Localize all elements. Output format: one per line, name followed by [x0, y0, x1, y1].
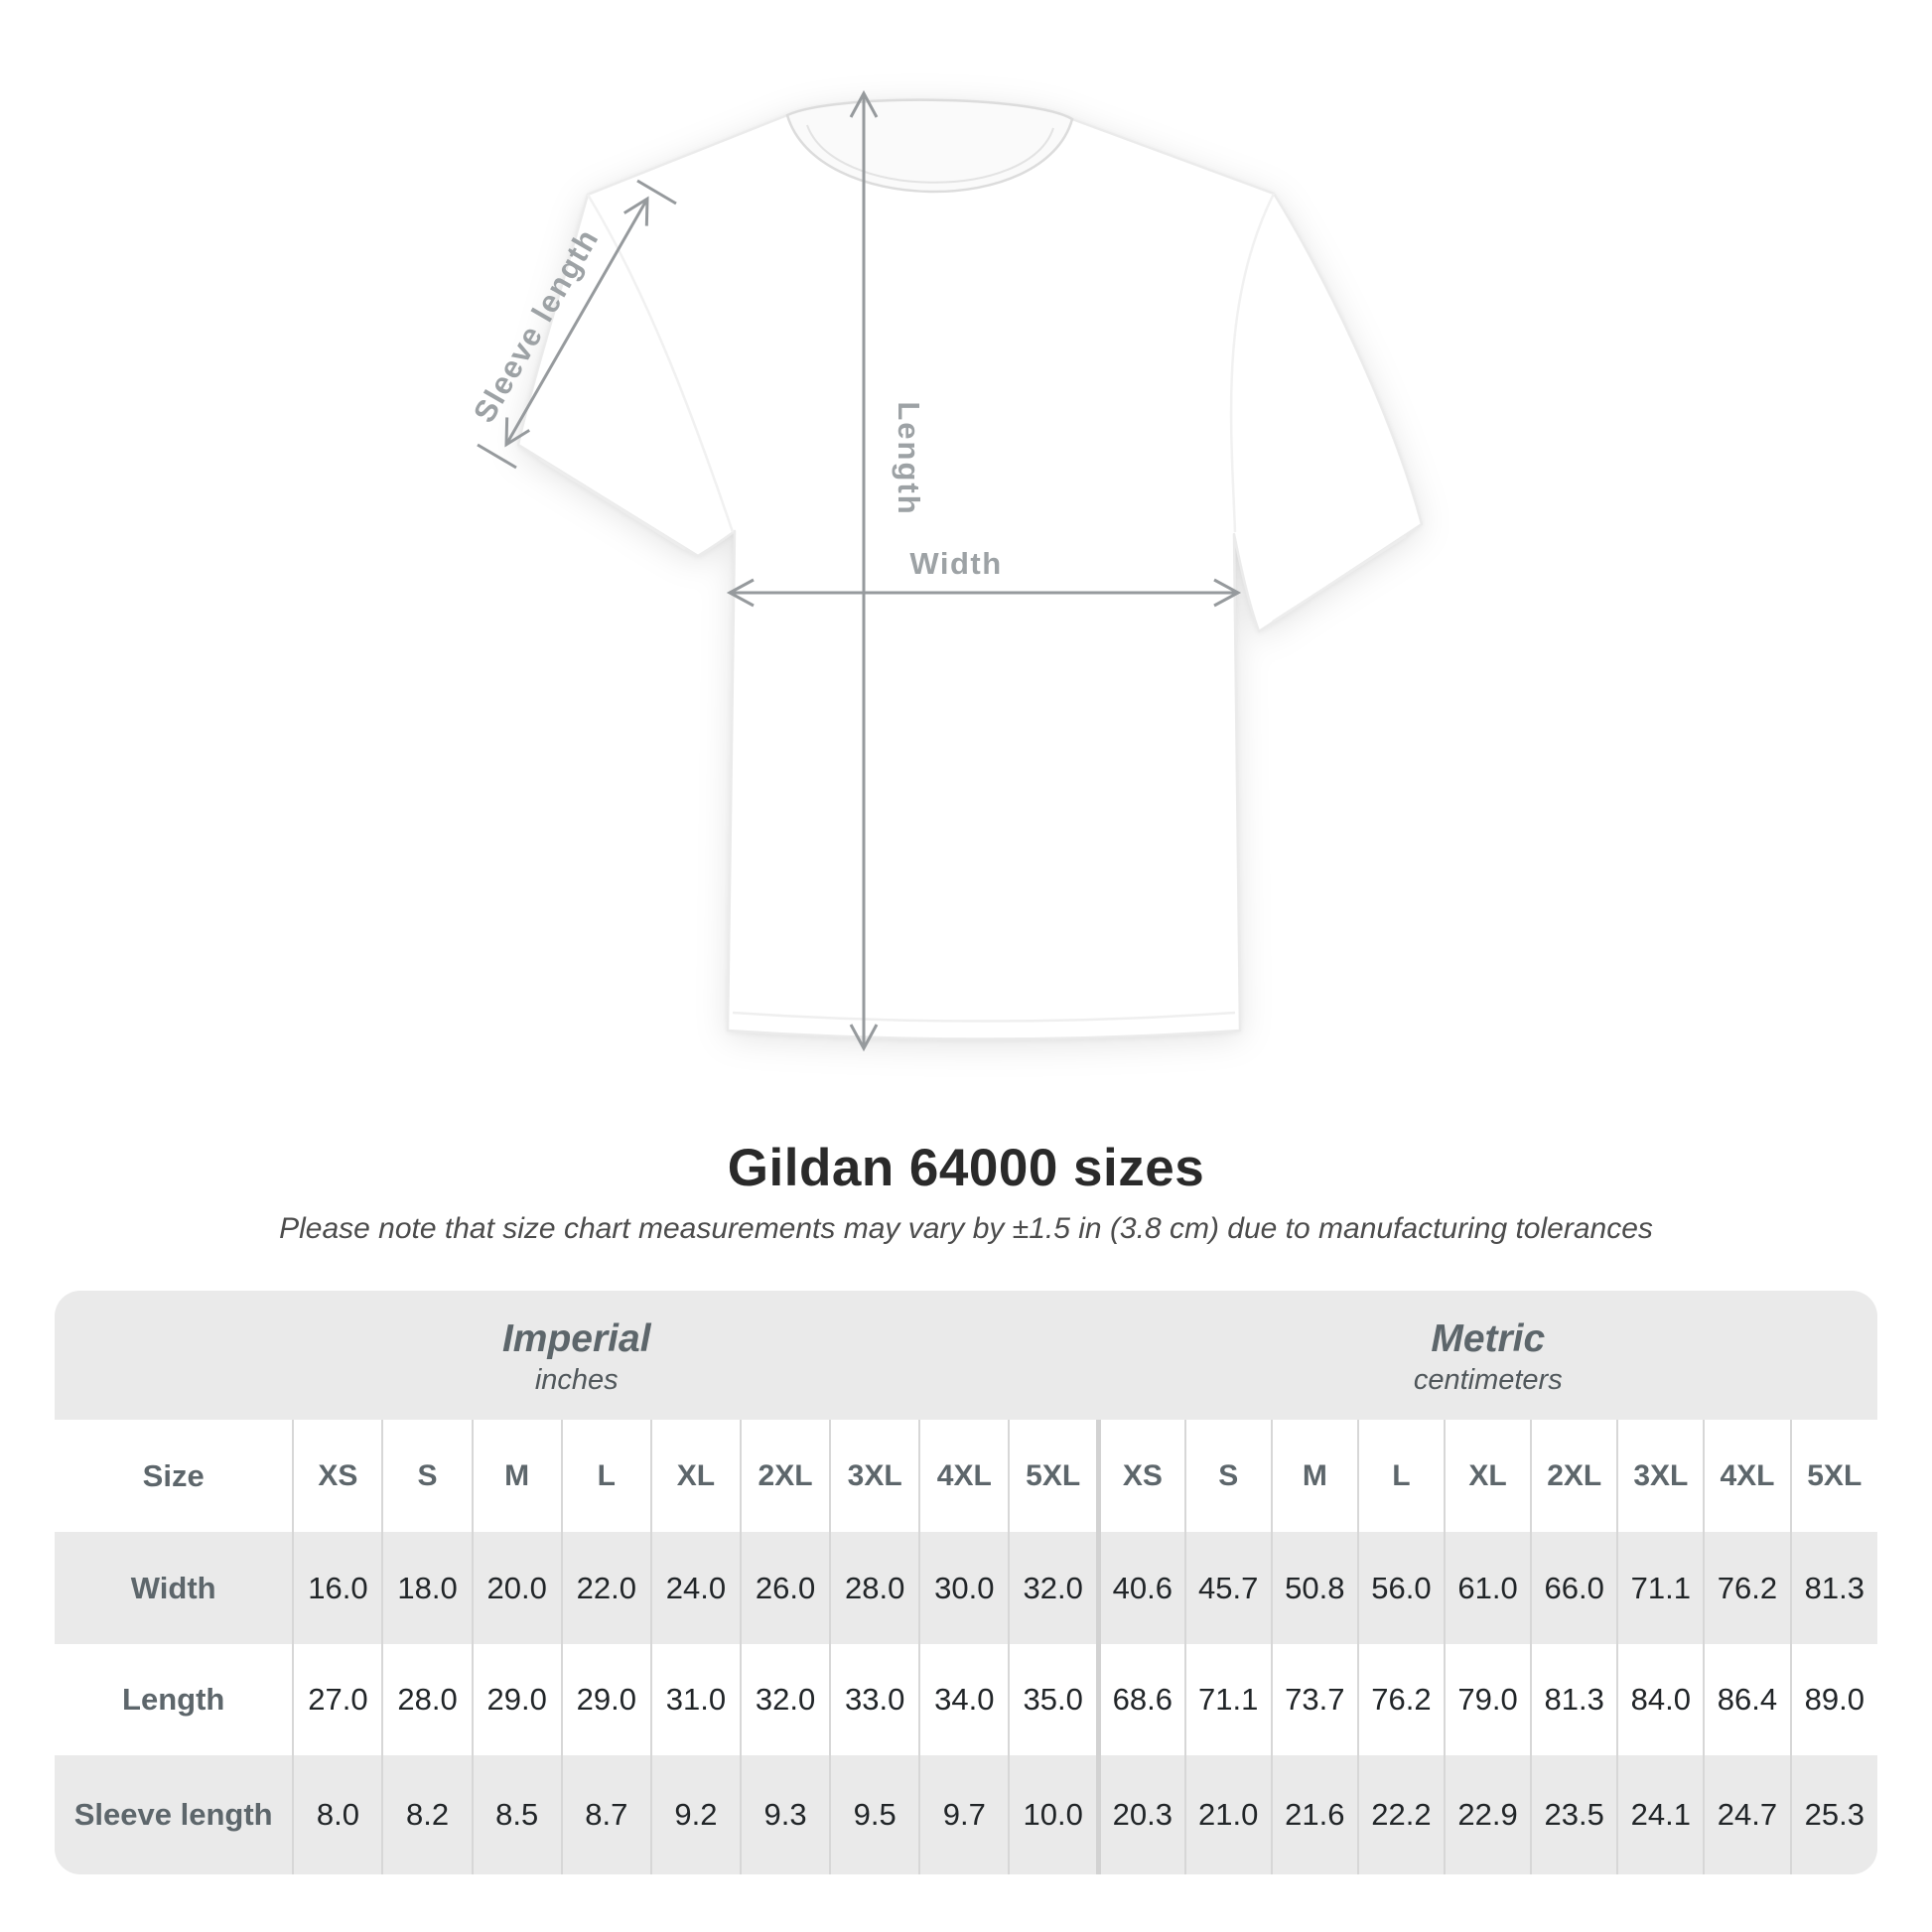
size-table: Imperial inches Metric centimeters Size …: [55, 1291, 1877, 1874]
length-metric-s: 71.1: [1183, 1644, 1272, 1755]
width-metric-l: 56.0: [1356, 1532, 1446, 1644]
size-header-metric-s: S: [1183, 1420, 1272, 1532]
length-metric-l: 76.2: [1356, 1644, 1446, 1755]
table-row-width: Width 16.0 18.0 20.0 22.0 24.0 26.0 28.0…: [55, 1532, 1877, 1644]
length-imperial-s: 28.0: [381, 1644, 473, 1755]
width-metric-xl: 61.0: [1444, 1532, 1532, 1644]
width-metric-5xl: 81.3: [1789, 1532, 1877, 1644]
sleeve-imperial-4xl: 9.7: [918, 1755, 1010, 1874]
size-header-imperial-5xl: 5XL: [1008, 1420, 1099, 1532]
length-metric-4xl: 86.4: [1703, 1644, 1791, 1755]
size-header-metric-l: L: [1356, 1420, 1446, 1532]
width-metric-3xl: 71.1: [1616, 1532, 1705, 1644]
sleeve-metric-2xl: 23.5: [1530, 1755, 1618, 1874]
tolerance-note: Please note that size chart measurements…: [279, 1212, 1653, 1245]
sleeve-imperial-3xl: 9.5: [829, 1755, 920, 1874]
size-column-header: Size: [142, 1457, 205, 1493]
size-header-imperial-2xl: 2XL: [739, 1420, 831, 1532]
size-header-metric-2xl: 2XL: [1530, 1420, 1618, 1532]
sleeve-imperial-xs: 8.0: [292, 1755, 383, 1874]
size-header-metric-m: M: [1270, 1420, 1358, 1532]
sleeve-metric-4xl: 24.7: [1703, 1755, 1791, 1874]
size-header-metric-3xl: 3XL: [1616, 1420, 1705, 1532]
length-metric-xl: 79.0: [1444, 1644, 1532, 1755]
width-metric-4xl: 76.2: [1703, 1532, 1791, 1644]
width-metric-xs: 40.6: [1096, 1532, 1185, 1644]
width-imperial-xs: 16.0: [292, 1532, 383, 1644]
sleeve-metric-l: 22.2: [1356, 1755, 1446, 1874]
width-imperial-l: 22.0: [560, 1532, 651, 1644]
width-imperial-2xl: 26.0: [739, 1532, 831, 1644]
width-imperial-m: 20.0: [471, 1532, 562, 1644]
length-metric-3xl: 84.0: [1616, 1644, 1705, 1755]
length-imperial-3xl: 33.0: [829, 1644, 920, 1755]
size-header-metric-4xl: 4XL: [1703, 1420, 1791, 1532]
sleeve-imperial-xl: 9.2: [649, 1755, 741, 1874]
length-imperial-l: 29.0: [560, 1644, 651, 1755]
imperial-group-header: Imperial inches: [55, 1291, 1099, 1420]
sleeve-imperial-s: 8.2: [381, 1755, 473, 1874]
imperial-label: Imperial: [501, 1316, 651, 1360]
size-header-metric-xl: XL: [1444, 1420, 1532, 1532]
sleeve-imperial-l: 8.7: [560, 1755, 651, 1874]
tshirt-illustration: [516, 98, 1424, 1040]
sleeve-length-arrow: [477, 179, 677, 470]
metric-unit: centimeters: [1413, 1363, 1563, 1396]
imperial-unit: inches: [534, 1363, 619, 1396]
sleeve-metric-m: 21.6: [1270, 1755, 1358, 1874]
length-label: Length: [892, 401, 926, 515]
size-header-imperial-s: S: [381, 1420, 473, 1532]
length-metric-5xl: 89.0: [1789, 1644, 1877, 1755]
length-imperial-2xl: 32.0: [739, 1644, 831, 1755]
sleeve-metric-s: 21.0: [1183, 1755, 1272, 1874]
size-header-imperial-3xl: 3XL: [829, 1420, 920, 1532]
length-imperial-4xl: 34.0: [918, 1644, 1010, 1755]
size-header-imperial-xs: XS: [292, 1420, 383, 1532]
size-header-row: Size XS S M L XL 2XL 3XL 4XL 5XL XS S M …: [55, 1420, 1877, 1532]
width-metric-s: 45.7: [1183, 1532, 1272, 1644]
row-label-length: Length: [122, 1682, 225, 1717]
length-imperial-m: 29.0: [471, 1644, 562, 1755]
length-metric-2xl: 81.3: [1530, 1644, 1618, 1755]
size-header-metric-xs: XS: [1096, 1420, 1185, 1532]
width-imperial-5xl: 32.0: [1008, 1532, 1099, 1644]
sleeve-imperial-5xl: 10.0: [1008, 1755, 1099, 1874]
size-header-imperial-l: L: [560, 1420, 651, 1532]
length-imperial-5xl: 35.0: [1008, 1644, 1099, 1755]
sleeve-metric-5xl: 25.3: [1789, 1755, 1877, 1874]
size-header-imperial-m: M: [471, 1420, 562, 1532]
length-imperial-xl: 31.0: [649, 1644, 741, 1755]
page-title: Gildan 64000 sizes: [727, 1139, 1205, 1197]
width-metric-2xl: 66.0: [1530, 1532, 1618, 1644]
unit-group-header-row: Imperial inches Metric centimeters: [55, 1291, 1877, 1420]
size-header-imperial-4xl: 4XL: [918, 1420, 1010, 1532]
width-imperial-3xl: 28.0: [829, 1532, 920, 1644]
metric-group-header: Metric centimeters: [1098, 1291, 1877, 1420]
sleeve-imperial-m: 8.5: [471, 1755, 562, 1874]
collar: [785, 98, 1074, 194]
table-row-sleeve-length: Sleeve length 8.0 8.2 8.5 8.7 9.2 9.3 9.…: [55, 1755, 1877, 1874]
sleeve-metric-3xl: 24.1: [1616, 1755, 1705, 1874]
sleeve-length-label: Sleeve length: [467, 222, 606, 428]
width-imperial-s: 18.0: [381, 1532, 473, 1644]
length-metric-xs: 68.6: [1096, 1644, 1185, 1755]
size-header-imperial-xl: XL: [649, 1420, 741, 1532]
sleeve-metric-xs: 20.3: [1096, 1755, 1185, 1874]
metric-label: Metric: [1431, 1316, 1546, 1360]
width-metric-m: 50.8: [1270, 1532, 1358, 1644]
width-imperial-xl: 24.0: [649, 1532, 741, 1644]
table-row-length: Length 27.0 28.0 29.0 29.0 31.0 32.0 33.…: [55, 1644, 1877, 1755]
sleeve-metric-xl: 22.9: [1444, 1755, 1532, 1874]
length-metric-m: 73.7: [1270, 1644, 1358, 1755]
row-label-width: Width: [55, 1532, 294, 1644]
width-imperial-4xl: 30.0: [918, 1532, 1010, 1644]
size-header-metric-5xl: 5XL: [1789, 1420, 1877, 1532]
sleeve-imperial-2xl: 9.3: [739, 1755, 831, 1874]
width-label: Width: [909, 546, 1002, 581]
row-label-sleeve-length: Sleeve length: [55, 1755, 294, 1874]
length-imperial-xs: 27.0: [292, 1644, 383, 1755]
